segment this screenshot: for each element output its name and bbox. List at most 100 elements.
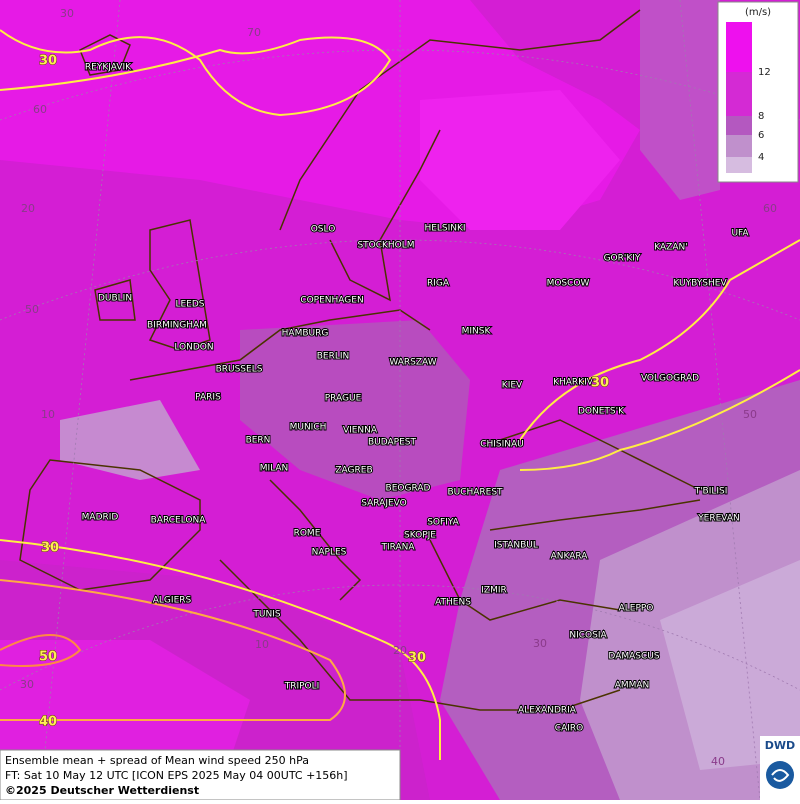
legend-label: 8 (758, 111, 764, 122)
city-label: BEOGRAD (386, 484, 431, 494)
legend-swatch (726, 116, 752, 135)
city-label: AMMAN (615, 681, 650, 691)
city-label: RIGA (427, 279, 450, 289)
legend-swatch (726, 135, 752, 157)
graticule-label: 40 (711, 755, 725, 768)
city-label: NAPLES (312, 548, 347, 558)
city-label: ZAGREB (335, 466, 372, 476)
city-label: VOLGOGRAD (641, 374, 699, 384)
graticule-label: 60 (763, 202, 777, 215)
city-label: BERN (246, 436, 271, 446)
city-label: KAZAN' (654, 243, 687, 253)
isotach-label: 30 (591, 376, 609, 391)
city-label: DONETS'K (578, 407, 625, 417)
city-label: IZMIR (481, 586, 507, 596)
graticule-label: 70 (247, 26, 261, 39)
city-label: OSLO (311, 225, 336, 235)
city-label: MOSCOW (547, 279, 590, 289)
isotach-label: 30 (408, 651, 426, 666)
city-label: MINSK (462, 327, 492, 337)
graticule-label: 30 (533, 637, 547, 650)
city-label: HELSINKI (424, 224, 465, 234)
graticule-label: 20 (21, 202, 35, 215)
isotach-label: 50 (39, 650, 57, 665)
city-label: TRIPOLI (284, 682, 320, 692)
footer-forecast: FT: Sat 10 May 12 UTC [ICON EPS 2025 May… (5, 769, 348, 782)
city-label: PARIS (195, 393, 221, 403)
graticule-label: 50 (743, 408, 757, 421)
footer-box (0, 749, 401, 801)
city-label: MADRID (82, 513, 119, 523)
graticule-label: 60 (33, 103, 47, 116)
contour-labels: 30 30 30 30 50 40 (38, 53, 609, 730)
city-label: COPENHAGEN (300, 296, 363, 306)
city-label: BERLIN (317, 352, 350, 362)
city-label: ISTANBUL (494, 541, 538, 551)
city-label: ALGIERS (153, 596, 192, 606)
legend-swatch (726, 22, 752, 72)
city-label: CHISINAU (480, 440, 524, 450)
city-label: BARCELONA (151, 516, 207, 526)
graticule-label: 10 (255, 638, 269, 651)
legend-label: 6 (758, 130, 764, 141)
city-label: SOFIYA (427, 518, 459, 528)
legend-swatch (726, 157, 752, 173)
footer-copyright: ©2025 Deutscher Wetterdienst (5, 784, 199, 797)
city-label: REYKJAVIK (85, 63, 132, 73)
isotach-label: 30 (39, 54, 57, 69)
city-label: ANKARA (551, 552, 589, 562)
city-label: MILAN (260, 464, 289, 474)
logo-text: DWD (765, 739, 795, 752)
city-label: BRUSSELS (216, 365, 263, 375)
logo-swirl (771, 769, 790, 782)
coastlines (19, 9, 701, 711)
city-label: UFA (731, 229, 749, 239)
legend-label: 12 (758, 67, 771, 78)
city-label: NICOSIA (569, 631, 607, 641)
isotach-label: 30 (41, 541, 59, 556)
isotach-label: 40 (39, 715, 57, 730)
city-label: DUBLIN (98, 294, 132, 304)
city-label: LONDON (174, 343, 213, 353)
city-label: ATHENS (435, 598, 471, 608)
graticule-label: 30 (60, 7, 74, 20)
city-label: BUDAPEST (368, 438, 417, 448)
city-label: KHARKIV (553, 378, 594, 388)
logo: DWD (760, 736, 800, 800)
city-label: GOR'KIY (604, 254, 641, 264)
city-label: WARSZAW (389, 358, 436, 368)
legend-swatch (726, 72, 752, 116)
footer: Ensemble mean + spread of Mean wind spee… (0, 749, 401, 801)
city-label: STOCKHOLM (357, 241, 414, 251)
graticule-label: 20 (393, 644, 407, 657)
city-label: TIRANA (380, 543, 415, 553)
city-label: ALEXANDRIA (518, 706, 577, 716)
city-label: BUCHAREST (447, 488, 503, 498)
city-label: CAIRO (555, 724, 583, 734)
city-label: SARAJEVO (361, 499, 407, 509)
legend-unit: (m/s) (745, 7, 771, 18)
city-label: T'BILISI (694, 487, 728, 497)
city-label: YEREVAN (697, 514, 740, 524)
graticule-label: 30 (20, 678, 34, 691)
legend: (m/s) 12 8 6 4 (717, 1, 799, 183)
city-label: KIEV (502, 381, 523, 391)
graticule-label: 50 (25, 303, 39, 316)
city-label: TUNIS (252, 610, 280, 620)
city-label: MUNICH (290, 423, 327, 433)
cities: REYKJAVIK OSLO STOCKHOLM HELSINKI RIGA DUBLIN… (81, 62, 751, 735)
city-label: BIRMINGHAM (147, 321, 207, 331)
city-label: HAMBURG (282, 329, 329, 339)
city-label: KUYBYSHEV (673, 279, 727, 289)
city-label: PRAGUE (325, 394, 362, 404)
city-label: DAMASCUS (608, 652, 659, 662)
city-label: VIENNA (343, 426, 378, 436)
city-label: LEEDS (175, 300, 204, 310)
legend-label: 4 (758, 152, 764, 163)
city-label: ROME (294, 529, 321, 539)
footer-title: Ensemble mean + spread of Mean wind spee… (5, 754, 309, 767)
